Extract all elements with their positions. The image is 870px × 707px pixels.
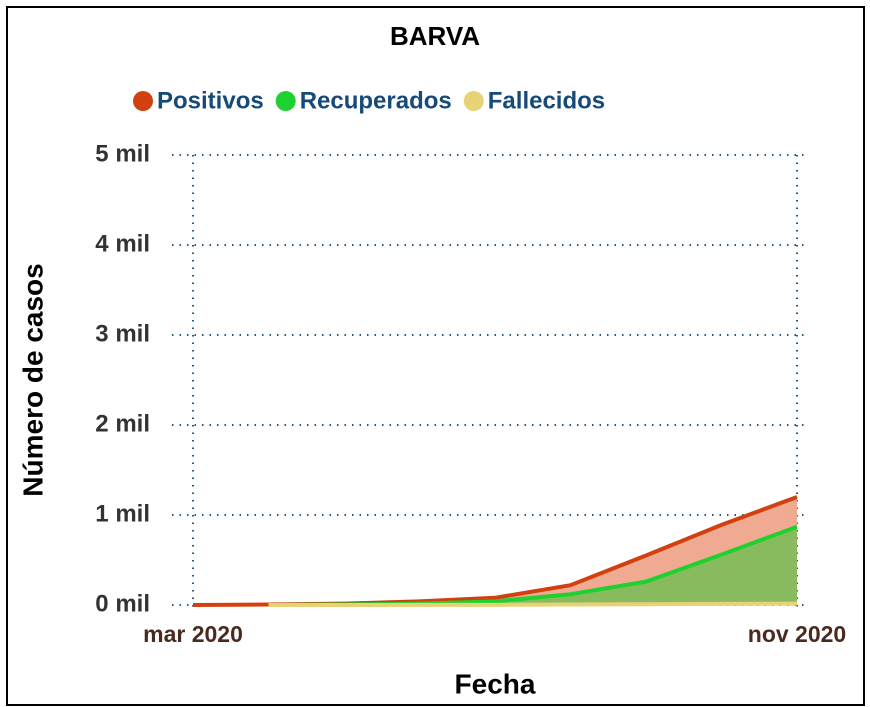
y-tick-label: 0 mil: [95, 590, 150, 617]
y-tick-label: 4 mil: [95, 230, 150, 257]
legend-marker: [275, 91, 296, 111]
x-tick-label: nov 2020: [748, 621, 846, 647]
x-tick-label: mar 2020: [143, 621, 243, 647]
legend-label: Fallecidos: [488, 87, 605, 114]
y-tick-label: 2 mil: [95, 410, 150, 437]
legend-marker: [133, 91, 153, 111]
area: [193, 497, 797, 605]
y-tick-label: 5 mil: [95, 140, 150, 167]
area: [268, 526, 797, 605]
line: [268, 601, 798, 607]
x-axis-label: Fecha: [455, 668, 536, 699]
chart-title: BARVA: [390, 21, 480, 51]
legend-marker: [463, 91, 484, 111]
y-tick-label: 3 mil: [95, 320, 150, 347]
legend-label: Recuperados: [300, 87, 452, 114]
legend-label: Positivos: [157, 87, 264, 114]
y-axis-label: Número de casos: [17, 263, 48, 496]
y-tick-label: 1 mil: [95, 500, 150, 527]
